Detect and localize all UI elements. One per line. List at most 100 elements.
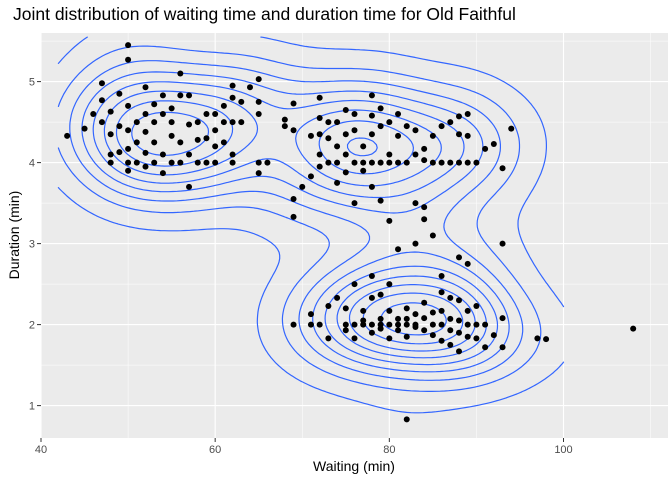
data-point xyxy=(429,159,436,166)
data-point xyxy=(212,111,219,117)
data-point xyxy=(299,183,306,190)
y-tick-label: 4 xyxy=(29,158,35,170)
data-point xyxy=(186,183,193,190)
data-point xyxy=(473,335,480,342)
data-point xyxy=(438,321,445,328)
data-point xyxy=(421,204,428,211)
density-contour-line xyxy=(103,90,487,359)
data-point xyxy=(377,123,384,130)
data-point xyxy=(194,136,201,143)
data-point xyxy=(429,321,436,328)
data-point xyxy=(290,213,297,220)
data-point xyxy=(543,336,550,343)
data-point xyxy=(316,163,323,170)
data-point xyxy=(499,240,506,247)
data-point xyxy=(142,84,149,91)
data-point xyxy=(334,294,341,301)
data-point xyxy=(316,321,323,328)
data-point xyxy=(98,80,105,87)
data-point xyxy=(368,92,375,99)
data-point xyxy=(395,315,402,322)
data-point xyxy=(325,302,332,309)
x-tick-label: 40 xyxy=(35,444,47,456)
data-point xyxy=(473,159,480,166)
data-point xyxy=(421,327,428,334)
data-point xyxy=(125,145,132,152)
data-point xyxy=(316,131,323,138)
data-point xyxy=(255,76,262,83)
data-point xyxy=(212,127,219,134)
data-point xyxy=(630,325,637,332)
data-point xyxy=(456,348,462,355)
data-point xyxy=(360,307,367,314)
data-point xyxy=(290,100,297,107)
data-point xyxy=(342,106,349,113)
data-point xyxy=(229,151,236,158)
data-point xyxy=(412,240,419,247)
data-point xyxy=(107,159,114,166)
data-point xyxy=(351,127,358,134)
data-point xyxy=(125,167,132,174)
data-point xyxy=(229,119,236,126)
data-point xyxy=(98,119,105,126)
data-point xyxy=(159,170,166,177)
data-point xyxy=(177,159,184,166)
data-point xyxy=(64,132,71,139)
data-point xyxy=(534,335,541,342)
data-point xyxy=(386,307,393,314)
data-point xyxy=(133,139,140,146)
data-point xyxy=(177,139,184,146)
data-point xyxy=(412,324,419,331)
data-point xyxy=(386,217,393,224)
data-point xyxy=(220,102,227,109)
data-point xyxy=(334,119,341,126)
data-point xyxy=(429,309,436,316)
data-point xyxy=(386,119,393,126)
data-point xyxy=(377,325,384,332)
data-point xyxy=(421,157,428,164)
data-point xyxy=(116,123,123,130)
data-point xyxy=(342,305,349,312)
data-point xyxy=(342,131,349,138)
data-point xyxy=(377,315,384,322)
data-point xyxy=(351,111,358,117)
density-contour-line xyxy=(92,81,499,366)
data-point xyxy=(290,321,297,328)
data-point xyxy=(194,159,201,166)
data-point xyxy=(421,145,428,152)
data-point xyxy=(421,299,428,306)
data-point xyxy=(351,200,358,207)
density-contour-line xyxy=(57,45,542,392)
data-point xyxy=(186,121,193,128)
y-tick-label: 5 xyxy=(29,77,35,89)
data-point xyxy=(456,297,462,304)
data-point xyxy=(403,123,410,130)
data-point xyxy=(464,260,471,267)
data-point xyxy=(456,113,462,120)
data-point xyxy=(447,315,454,322)
data-point xyxy=(255,111,262,117)
data-point xyxy=(368,131,375,138)
data-point xyxy=(490,140,497,147)
data-point xyxy=(386,281,393,288)
data-point xyxy=(186,151,193,158)
data-point xyxy=(186,92,193,99)
data-point xyxy=(447,341,454,348)
data-point xyxy=(255,170,262,177)
data-point xyxy=(151,101,158,108)
data-point xyxy=(395,111,402,117)
data-point xyxy=(342,327,349,334)
data-point xyxy=(212,159,219,166)
data-point xyxy=(395,246,402,253)
data-point xyxy=(307,321,314,328)
data-point xyxy=(386,159,393,166)
y-tick-label: 2 xyxy=(29,320,35,332)
data-point xyxy=(473,302,480,309)
data-point xyxy=(412,151,419,158)
data-point xyxy=(429,132,436,139)
data-point xyxy=(438,159,445,166)
data-point xyxy=(351,281,358,288)
data-point xyxy=(386,335,393,342)
data-point xyxy=(368,183,375,190)
